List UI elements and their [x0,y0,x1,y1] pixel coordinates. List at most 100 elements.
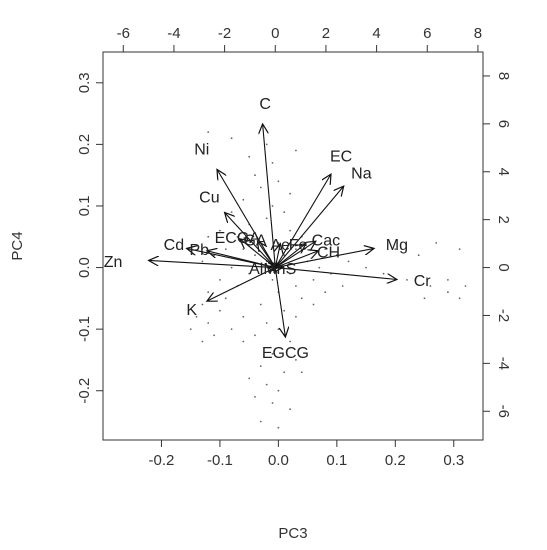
observation-point-91 [458,248,461,251]
observation-point-65 [242,315,245,318]
observation-point-9 [289,192,291,195]
observation-point-29 [254,254,256,257]
arrow-zn [149,260,276,269]
arrow-k [207,267,276,302]
observation-point-13 [230,211,233,214]
observation-point-59 [201,303,204,306]
observation-point-71 [277,328,280,330]
bottom-tick-label-1: -0.1 [207,452,233,469]
observation-point-74 [201,340,204,343]
observation-point-38 [318,266,321,269]
label-almns: AlMnS [249,261,296,278]
label-cu: Cu [199,189,219,206]
arrow-na [274,186,343,268]
observation-point-55 [447,291,449,294]
left-axis: -0.2 -0.1 0.0 0.1 0.2 0.3 [76,72,104,404]
left-tick-label-1: -0.1 [76,316,93,342]
right-tick-label-3: 0 [495,263,512,271]
observation-point-79 [259,365,262,367]
observation-point-87 [289,408,291,411]
top-tick-label-3: 0 [271,25,279,42]
bottom-tick-label-2: 0.0 [268,452,289,469]
label-ni: Ni [194,141,209,158]
observation-point-78 [295,359,297,361]
observation-points [189,131,467,429]
bottom-tick-label-0: -0.2 [149,452,175,469]
bottom-tick-label-3: 0.1 [326,452,347,469]
observation-point-58 [458,297,461,300]
observation-point-14 [265,217,268,220]
observation-point-73 [254,334,256,337]
observation-point-47 [406,279,408,281]
right-tick-label-0: -6 [495,405,512,418]
observation-point-89 [277,426,280,429]
observation-point-54 [324,291,327,294]
top-tick-label-7: 8 [474,25,482,42]
arrow-c [263,124,276,268]
left-tick-label-2: 0.0 [76,257,93,278]
right-tick-label-5: 4 [495,168,512,176]
observation-point-45 [271,279,274,281]
observation-point-12 [283,211,286,214]
observation-point-69 [189,328,192,330]
observation-point-93 [447,279,449,281]
observation-point-19 [236,235,239,238]
observation-point-24 [224,248,227,251]
observation-point-81 [300,371,303,374]
top-tick-label-1: -4 [167,25,180,42]
observation-point-2 [265,143,268,146]
observation-point-86 [271,402,274,404]
right-tick-label-4: 2 [495,216,512,224]
observation-point-50 [341,285,344,287]
observation-point-7 [277,180,280,183]
observation-point-16 [219,229,221,232]
observation-point-63 [283,309,286,312]
left-tick-label-3: 0.1 [76,196,93,217]
observation-point-8 [259,186,262,189]
observation-point-6 [254,174,256,177]
observation-point-84 [277,389,280,392]
observation-point-77 [271,352,274,355]
observation-point-62 [219,309,221,312]
observation-point-27 [324,248,327,251]
right-tick-label-2: -2 [495,309,512,322]
label-k: K [186,302,197,319]
top-tick-label-4: 2 [322,25,330,42]
observation-point-43 [382,272,385,275]
observation-point-17 [289,229,291,232]
observation-point-60 [259,303,262,306]
observation-point-90 [435,242,438,244]
right-tick-label-1: -4 [495,357,512,370]
arrow-mg [275,248,374,269]
observation-point-57 [300,297,303,300]
y-axis-label: PC4 [9,231,26,260]
label-ecga: ECGA [215,230,261,247]
label-mg: Mg [386,237,408,254]
arrow-cr [275,267,397,280]
observation-point-49 [295,285,297,287]
right-axis: -6 -4 -2 0 2 4 6 8 [482,72,512,418]
label-ch: CH [317,244,340,261]
bottom-tick-label-4: 0.2 [385,452,406,469]
right-tick-label-7: 8 [495,72,512,80]
left-tick-label-5: 0.3 [76,72,93,93]
observation-point-94 [464,285,467,287]
top-tick-label-6: 6 [423,25,431,42]
observation-point-52 [207,291,210,294]
observation-point-0 [207,131,210,134]
observation-point-83 [265,383,268,386]
observation-point-85 [254,396,256,398]
observation-point-51 [429,285,432,287]
right-tick-label-6: 6 [495,120,512,128]
arrow-pb [207,251,276,269]
label-egcg: EGCG [262,345,309,362]
bottom-tick-label-5: 0.3 [443,452,464,469]
observation-point-10 [242,198,245,201]
observation-point-11 [271,205,274,207]
observation-point-64 [195,315,198,318]
observation-point-5 [271,162,274,164]
observation-point-39 [365,266,367,269]
observation-point-72 [213,334,216,337]
top-axis: -6 -4 -2 0 2 4 6 8 [117,25,482,53]
